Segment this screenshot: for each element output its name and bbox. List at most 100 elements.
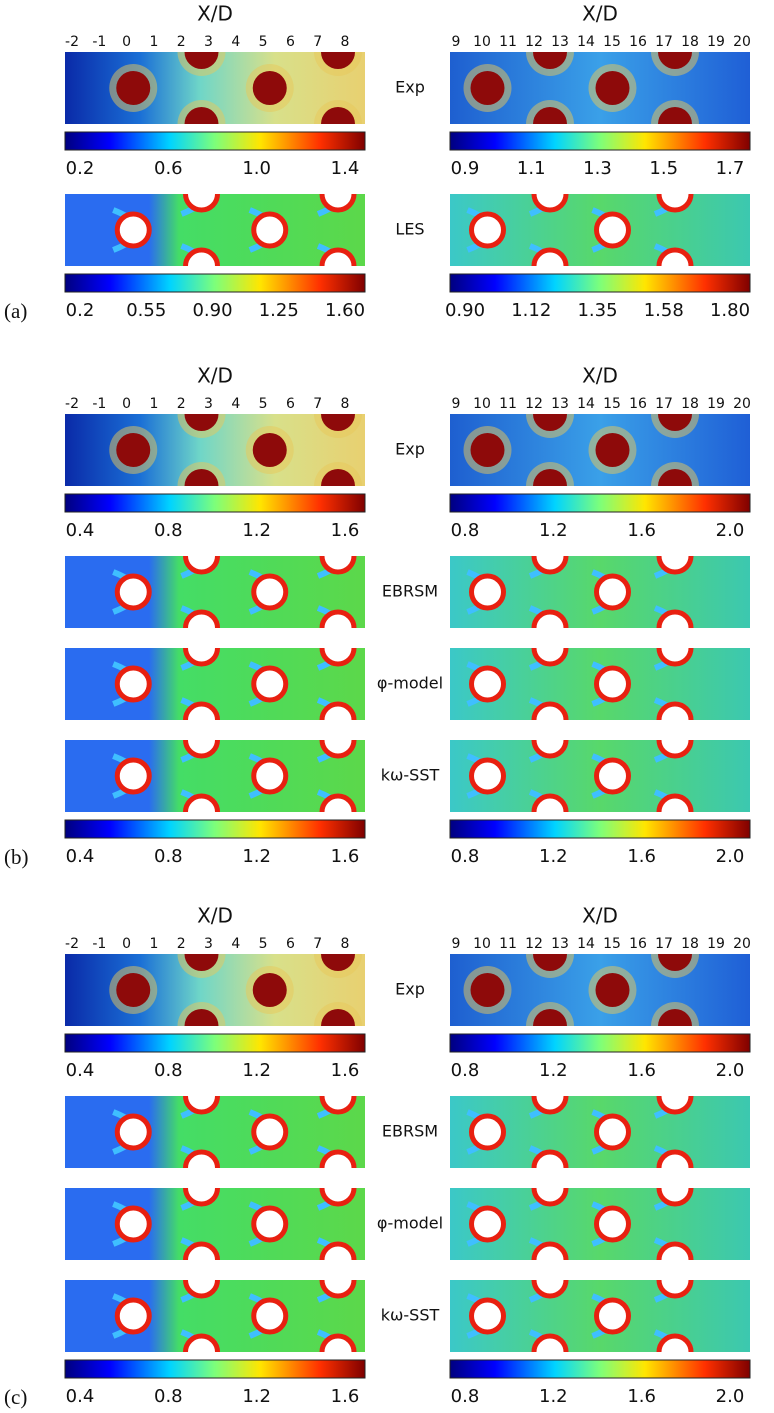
cylinder bbox=[183, 1241, 220, 1260]
colorbar-tick-label: 0.8 bbox=[451, 1060, 480, 1081]
cylinder bbox=[319, 609, 357, 628]
cylinder bbox=[531, 1280, 569, 1299]
cylinder bbox=[595, 71, 630, 105]
cylinder bbox=[656, 1280, 694, 1299]
cylinder bbox=[319, 648, 357, 667]
cylinder bbox=[319, 793, 357, 812]
wake bbox=[316, 605, 346, 628]
cylinder bbox=[183, 609, 220, 628]
cylinder bbox=[114, 1113, 152, 1151]
wake bbox=[528, 605, 558, 628]
cylinder bbox=[594, 1205, 631, 1243]
cylinder bbox=[319, 556, 357, 575]
cylinder bbox=[183, 247, 220, 266]
cylinder bbox=[533, 1009, 567, 1026]
contour-plot bbox=[450, 1096, 750, 1168]
colorbar-tick-label: 1.3 bbox=[583, 158, 612, 179]
row-label: Exp bbox=[395, 440, 425, 459]
x-tick-label: 4 bbox=[231, 936, 240, 952]
x-tick-label: 1 bbox=[149, 34, 158, 50]
wake bbox=[653, 1237, 683, 1260]
colorbar bbox=[64, 1359, 366, 1379]
x-tick-label: 10 bbox=[473, 396, 491, 412]
cylinder bbox=[321, 107, 355, 124]
colorbar-tick-label: 1.2 bbox=[242, 520, 271, 541]
cylinder bbox=[114, 573, 152, 611]
cylinder bbox=[656, 1149, 694, 1168]
cylinder bbox=[531, 648, 569, 667]
cylinder bbox=[658, 414, 692, 431]
cylinder bbox=[319, 1333, 357, 1352]
x-tick-label: 5 bbox=[259, 34, 268, 50]
x-axis-label: X/D bbox=[582, 2, 618, 26]
wake bbox=[528, 1329, 558, 1352]
colorbar-tick-label: 1.2 bbox=[539, 1060, 568, 1081]
x-tick-label: 4 bbox=[231, 396, 240, 412]
colorbar-tick-label: 0.9 bbox=[451, 158, 480, 179]
wake bbox=[528, 1096, 558, 1119]
wake bbox=[653, 1188, 683, 1211]
cylinder bbox=[470, 973, 505, 1007]
x-tick-label: 20 bbox=[733, 34, 751, 50]
wake bbox=[528, 1188, 558, 1211]
cylinder bbox=[183, 701, 220, 720]
cylinder bbox=[533, 469, 567, 486]
wake bbox=[316, 556, 346, 579]
x-tick-label: 19 bbox=[707, 936, 725, 952]
x-tick-label: 0 bbox=[122, 396, 131, 412]
cylinder bbox=[470, 71, 505, 105]
colorbar-tick-label: 2.0 bbox=[716, 1386, 745, 1407]
colorbar-tick-label: 0.8 bbox=[154, 1386, 183, 1407]
colorbar-tick-label: 1.6 bbox=[627, 520, 656, 541]
x-tick-label: 7 bbox=[313, 34, 322, 50]
colorbar bbox=[64, 273, 366, 293]
cylinder bbox=[251, 665, 289, 703]
colorbar-tick-label: 0.8 bbox=[154, 520, 183, 541]
contour-plot bbox=[450, 648, 750, 720]
cylinder bbox=[656, 247, 694, 266]
cylinder bbox=[469, 211, 506, 249]
x-tick-label: 14 bbox=[577, 936, 595, 952]
colorbar-tick-label: 1.80 bbox=[710, 300, 750, 321]
contour-plot bbox=[65, 414, 365, 486]
x-tick-label: 19 bbox=[707, 396, 725, 412]
x-tick-label: 10 bbox=[473, 936, 491, 952]
cylinder bbox=[594, 1113, 631, 1151]
colorbar-tick-label: 2.0 bbox=[716, 846, 745, 867]
colorbar-tick-label: 2.0 bbox=[716, 1060, 745, 1081]
x-axis-label: X/D bbox=[197, 364, 233, 388]
x-tick-label: 8 bbox=[341, 396, 350, 412]
cylinder bbox=[656, 194, 694, 213]
cylinder bbox=[319, 1280, 357, 1299]
cylinder bbox=[319, 1149, 357, 1168]
row-label: LES bbox=[395, 220, 424, 239]
cylinder bbox=[656, 793, 694, 812]
colorbar bbox=[449, 131, 751, 151]
cylinder bbox=[531, 609, 569, 628]
row-label: Exp bbox=[395, 980, 425, 999]
colorbar-tick-label: 0.8 bbox=[451, 1386, 480, 1407]
cylinder bbox=[319, 701, 357, 720]
cylinder bbox=[183, 1188, 220, 1207]
x-tick-label: 15 bbox=[603, 936, 621, 952]
colorbar bbox=[64, 1033, 366, 1053]
panel-label: (c) bbox=[4, 1385, 27, 1409]
colorbar-tick-label: 0.2 bbox=[66, 158, 95, 179]
row-label: φ-model bbox=[377, 674, 443, 693]
cylinder bbox=[321, 1009, 355, 1026]
cylinder bbox=[321, 414, 355, 431]
colorbar-tick-label: 1.6 bbox=[331, 520, 360, 541]
wake bbox=[316, 789, 346, 812]
cylinder bbox=[656, 1333, 694, 1352]
row-label: kω-SST bbox=[381, 766, 440, 785]
x-tick-label: 2 bbox=[177, 936, 186, 952]
cylinder bbox=[658, 107, 692, 124]
x-tick-label: 11 bbox=[499, 936, 517, 952]
colorbar-tick-label: 1.6 bbox=[331, 846, 360, 867]
wake bbox=[316, 1188, 346, 1211]
cylinder bbox=[531, 247, 569, 266]
cylinder bbox=[531, 194, 569, 213]
cylinder bbox=[184, 954, 219, 971]
x-tick-label: 2 bbox=[177, 396, 186, 412]
cylinder bbox=[470, 433, 505, 467]
